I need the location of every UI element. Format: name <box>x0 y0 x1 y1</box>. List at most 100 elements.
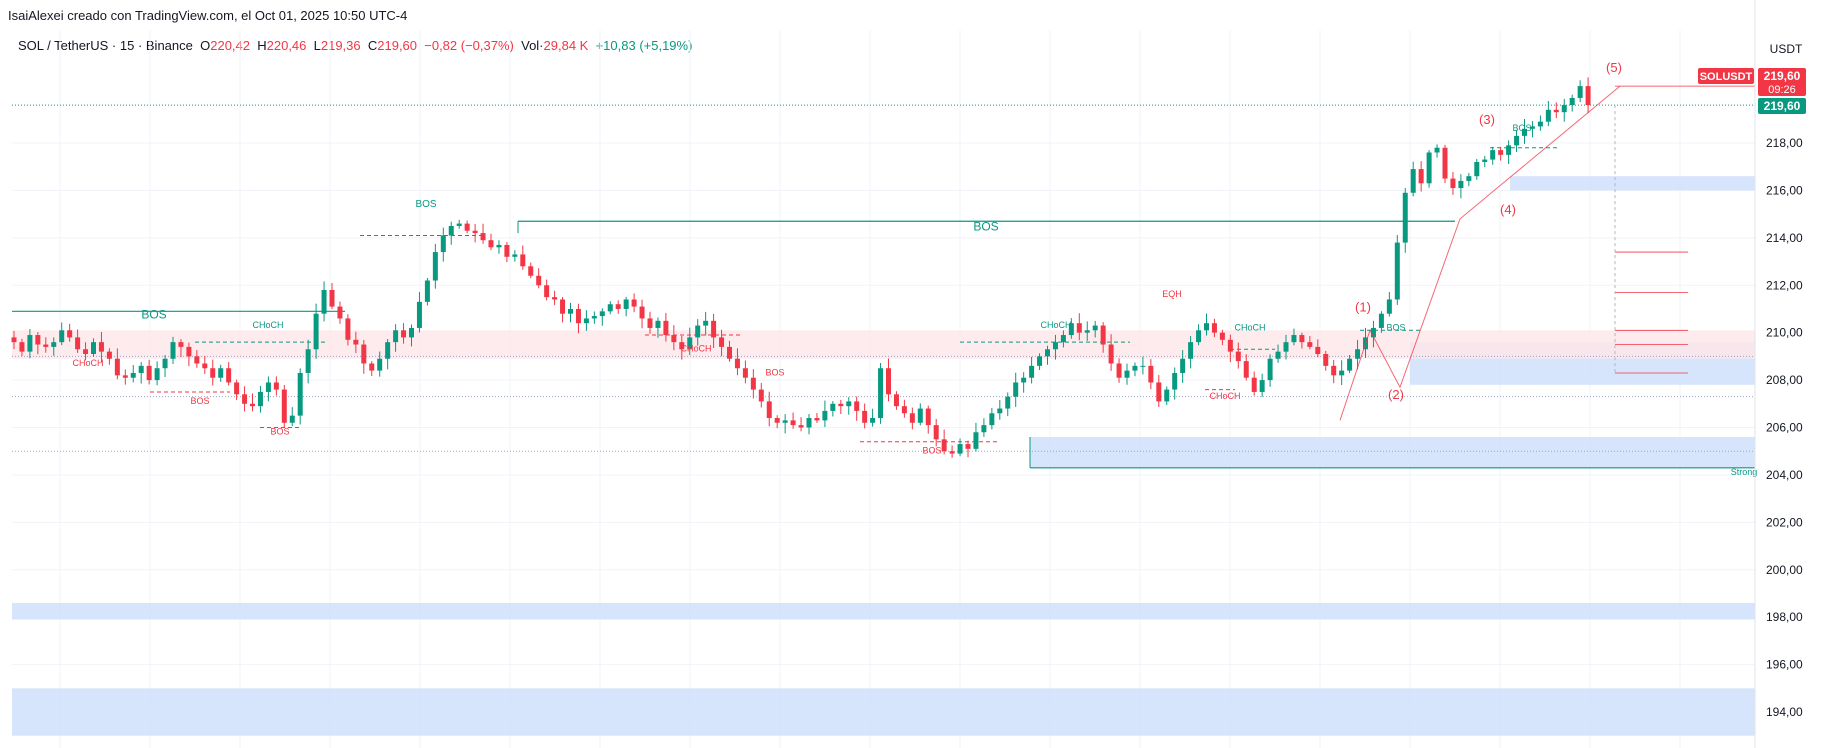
candle-up <box>1378 313 1384 328</box>
candle-up <box>607 304 613 312</box>
candle-down <box>329 289 335 307</box>
candle-up <box>1529 126 1535 129</box>
candle-down <box>631 299 637 307</box>
candle-down <box>210 368 216 378</box>
candle-down <box>719 337 725 347</box>
candle-down <box>528 266 534 276</box>
price-axis[interactable]: 218,00 216,00 214,00 212,00 210,00 208,00 206,… <box>1766 136 1803 719</box>
candle-down <box>1227 339 1233 352</box>
low-label: L <box>313 38 321 53</box>
candle-up <box>1196 330 1202 343</box>
candle-down <box>925 408 931 426</box>
candle-down <box>401 330 407 338</box>
candle-up <box>973 432 979 449</box>
close-value: 219,60 <box>377 38 418 53</box>
candle-down <box>1116 363 1122 378</box>
annotation-label: CHoCH <box>1040 320 1071 330</box>
candle-up <box>1458 180 1464 189</box>
candle-down <box>886 368 891 395</box>
candle-down <box>273 382 279 390</box>
volume-value: 29,84 K <box>543 38 589 53</box>
annotation-label: BOS <box>141 307 166 321</box>
candle-down <box>186 346 192 357</box>
candle-up <box>1506 145 1512 155</box>
candle-up <box>1164 389 1170 402</box>
candle-up <box>1402 192 1408 243</box>
candle-up <box>377 358 383 371</box>
candle-up <box>1561 105 1567 113</box>
candle-up <box>297 372 303 416</box>
candle-up <box>1084 330 1090 333</box>
high-value: 220,46 <box>266 38 307 53</box>
candle-down <box>345 318 351 340</box>
candle-down <box>488 240 494 248</box>
candle-down <box>1585 86 1591 106</box>
candle-down <box>536 275 542 286</box>
close-price-text: 219,60 <box>1764 99 1801 113</box>
wave-lines <box>1339 85 1621 421</box>
candle-down <box>798 425 804 428</box>
candle-up <box>424 280 430 302</box>
open-label: O <box>200 38 211 53</box>
candle-up <box>981 425 987 433</box>
candle-up <box>138 365 144 373</box>
change-value: −0,82 (−0,37%) <box>424 38 514 53</box>
candle-up <box>1021 377 1027 383</box>
candle-down <box>893 394 899 407</box>
candle-down <box>1299 335 1305 343</box>
candle-down <box>854 401 860 411</box>
candle-up <box>695 325 701 338</box>
candle-up <box>806 418 812 428</box>
annotation-label: CHoCH <box>72 358 103 368</box>
candle-up <box>870 418 876 423</box>
candle-up <box>1490 150 1496 160</box>
candle-up <box>1140 365 1146 367</box>
candle-down <box>250 403 255 407</box>
candle-down <box>1100 325 1106 345</box>
annotation-label: CHoCH <box>1234 322 1265 332</box>
candle-down <box>639 306 645 319</box>
candle-down <box>838 403 844 407</box>
candle-down <box>1108 344 1114 364</box>
candle-down <box>711 320 717 338</box>
y-tick-label: 204,00 <box>1766 468 1803 482</box>
candle-down <box>949 451 955 454</box>
candle-up <box>162 358 168 369</box>
symbol-label[interactable]: SOL / TetherUS · 15 · Binance <box>18 38 193 53</box>
candle-up <box>917 408 923 423</box>
y-tick-label: 214,00 <box>1766 231 1803 245</box>
candle-up <box>1474 161 1480 177</box>
candle-down <box>67 330 73 338</box>
annotation-label: BOS <box>270 427 289 437</box>
candle-up <box>1537 121 1543 127</box>
candle-up <box>1188 342 1194 359</box>
annotation-label: CHoCH <box>680 344 711 354</box>
candle-up <box>1426 152 1432 184</box>
candle-down <box>909 413 915 423</box>
candle-up <box>957 444 963 454</box>
candle-up <box>1013 382 1019 397</box>
candle-down <box>1235 351 1241 362</box>
wave-line <box>1339 85 1621 421</box>
candle-down <box>575 308 581 324</box>
annotation-label: (2) <box>1388 387 1404 402</box>
y-tick-label: 206,00 <box>1766 421 1803 435</box>
candle-down <box>1323 354 1329 366</box>
y-tick-label: 212,00 <box>1766 278 1803 292</box>
annotation-label: (3) <box>1479 112 1495 127</box>
candle-down <box>98 342 104 352</box>
candle-up <box>568 308 573 314</box>
candle-down <box>122 375 128 378</box>
candle-down <box>862 410 868 423</box>
candle-up <box>512 254 518 257</box>
candle-down <box>1211 323 1217 333</box>
annotation-label: CHoCH <box>1209 391 1240 401</box>
candle-up <box>1339 370 1345 376</box>
candle-up <box>59 330 65 343</box>
candle-down <box>1553 109 1559 113</box>
volume-change: +10,83 (+5,19%) <box>595 38 693 53</box>
currency-label[interactable]: USDT <box>1770 42 1803 56</box>
candle-up <box>170 342 176 359</box>
close-price-badge: 219,60 <box>1758 98 1806 114</box>
